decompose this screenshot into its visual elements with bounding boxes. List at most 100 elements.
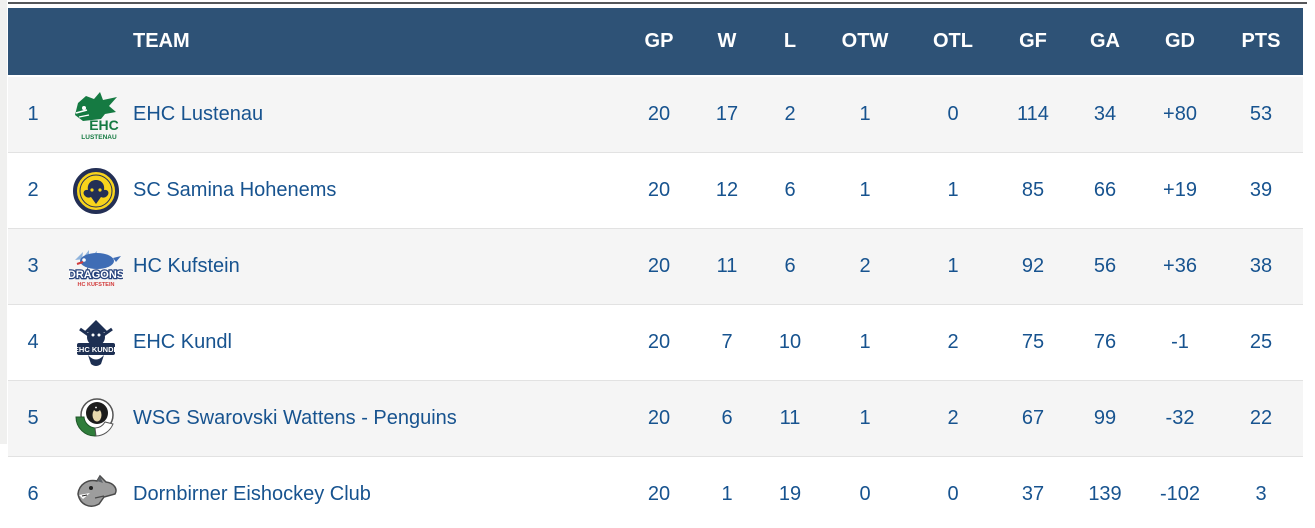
otl-cell: 0 [947,483,959,505]
column-header-gd: GD [1141,8,1219,76]
rank-cell: 1 [27,103,39,125]
team-link[interactable]: WSG Swarovski Wattens - Penguins [133,407,457,429]
rank-cell: 3 [27,255,39,277]
rank-cell: 4 [27,331,39,353]
column-header-otl: OTL [909,8,997,76]
gf-cell: 75 [1021,331,1045,353]
ga-cell: 34 [1093,103,1117,125]
ehc-kundl-crest-icon: EHC KUNDL [73,319,118,366]
team-link[interactable]: HC Kufstein [133,255,240,277]
ga-cell: 56 [1093,255,1117,277]
table-row: 4 EHC KUNDL EHC Kundl 20 7 10 1 2 [8,304,1303,381]
team-link[interactable]: Dornbirner Eishockey Club [133,483,371,505]
pts-cell: 3 [1255,483,1267,505]
pts-cell: 53 [1249,103,1273,125]
table-header: TEAM GP W L OTW OTL GF GA GD PTS [8,8,1303,76]
gd-cell: -102 [1159,483,1201,505]
gd-cell: +36 [1163,255,1197,277]
league-standings-table: TEAM GP W L OTW OTL GF GA GD PTS 1 EHC [8,8,1303,528]
w-cell: 6 [721,407,733,429]
otw-cell: 1 [859,331,871,353]
gp-cell: 20 [647,255,671,277]
w-cell: 12 [715,179,739,201]
gd-cell: +80 [1163,103,1197,125]
w-cell: 17 [715,103,739,125]
svg-text:EHC: EHC [89,117,119,133]
otl-cell: 0 [947,103,959,125]
hc-kufstein-dragons-crest-icon: DRAGONS HC KUFSTEIN [69,249,123,288]
gd-cell: -32 [1165,407,1195,429]
w-cell: 1 [721,483,733,505]
header-row: TEAM GP W L OTW OTL GF GA GD PTS [8,8,1303,76]
pts-cell: 38 [1249,255,1273,277]
pts-cell: 25 [1249,331,1273,353]
sc-samina-hohenems-crest-icon [72,167,119,214]
l-cell: 10 [778,331,802,353]
svg-text:EHC KUNDL: EHC KUNDL [73,345,118,354]
column-header-gf: GF [997,8,1069,76]
table-row: 6 Dornbirner Eishockey Club 20 1 19 0 0 … [8,456,1303,528]
otw-cell: 1 [859,103,871,125]
table-row: 3 DRAGONS HC KUFSTEIN HC Kufstein 20 11 … [8,228,1303,305]
otw-cell: 1 [859,407,871,429]
w-cell: 11 [716,255,738,277]
team-link[interactable]: EHC Lustenau [133,103,264,125]
rank-cell: 5 [27,407,39,429]
table-row: 2 SC Samina Hohenems 20 12 6 1 1 85 66 +… [8,152,1303,229]
gd-cell: +19 [1163,179,1197,201]
ga-cell: 76 [1093,331,1117,353]
ga-cell: 66 [1093,179,1117,201]
l-cell: 2 [784,103,796,125]
gd-cell: -1 [1171,331,1189,353]
column-header-otw: OTW [821,8,909,76]
rank-cell: 6 [27,483,39,505]
pts-cell: 22 [1249,407,1273,429]
otw-cell: 2 [859,255,871,277]
svg-text:HC KUFSTEIN: HC KUFSTEIN [77,282,114,288]
gf-cell: 37 [1021,483,1045,505]
dornbirner-ec-panther-crest-icon [76,474,117,507]
table-row: 5 WSG Swarovski Wattens - Penguins 20 6 … [8,380,1303,457]
wsg-wattens-penguins-crest-icon [74,397,114,437]
pts-cell: 39 [1249,179,1273,201]
l-cell: 19 [778,483,802,505]
gf-cell: 114 [1017,103,1049,125]
gf-cell: 85 [1021,179,1045,201]
gp-cell: 20 [647,103,671,125]
gp-cell: 20 [647,483,671,505]
l-cell: 6 [784,179,796,201]
top-divider-line [8,2,1307,4]
gp-cell: 20 [647,179,671,201]
column-header-team: TEAM [133,8,623,76]
header-rank-spacer [8,8,58,76]
team-link[interactable]: SC Samina Hohenems [133,179,337,201]
column-header-pts: PTS [1219,8,1303,76]
w-cell: 7 [721,331,733,353]
column-header-gp: GP [623,8,695,76]
gp-cell: 20 [647,407,671,429]
column-header-w: W [695,8,759,76]
ehc-lustenau-crest-icon: EHC LUSTENAU [74,91,119,141]
otl-cell: 1 [947,179,959,201]
otl-cell: 2 [947,407,959,429]
gf-cell: 92 [1021,255,1045,277]
l-cell: 6 [784,255,796,277]
table-row: 1 EHC LUSTENAU EHC Lustenau 20 17 2 1 0 … [8,76,1303,153]
ga-cell: 99 [1093,407,1117,429]
team-link[interactable]: EHC Kundl [133,331,232,353]
svg-text:LUSTENAU: LUSTENAU [81,134,117,141]
svg-text:DRAGONS: DRAGONS [69,269,123,281]
ga-cell: 139 [1088,483,1122,505]
rank-cell: 2 [27,179,39,201]
column-header-ga: GA [1069,8,1141,76]
otw-cell: 1 [859,179,871,201]
header-logo-spacer [58,8,133,76]
column-header-l: L [759,8,821,76]
l-cell: 11 [779,407,801,429]
otl-cell: 2 [947,331,959,353]
otl-cell: 1 [947,255,959,277]
gp-cell: 20 [647,331,671,353]
otw-cell: 0 [859,483,871,505]
page-left-edge [0,0,7,444]
gf-cell: 67 [1021,407,1045,429]
